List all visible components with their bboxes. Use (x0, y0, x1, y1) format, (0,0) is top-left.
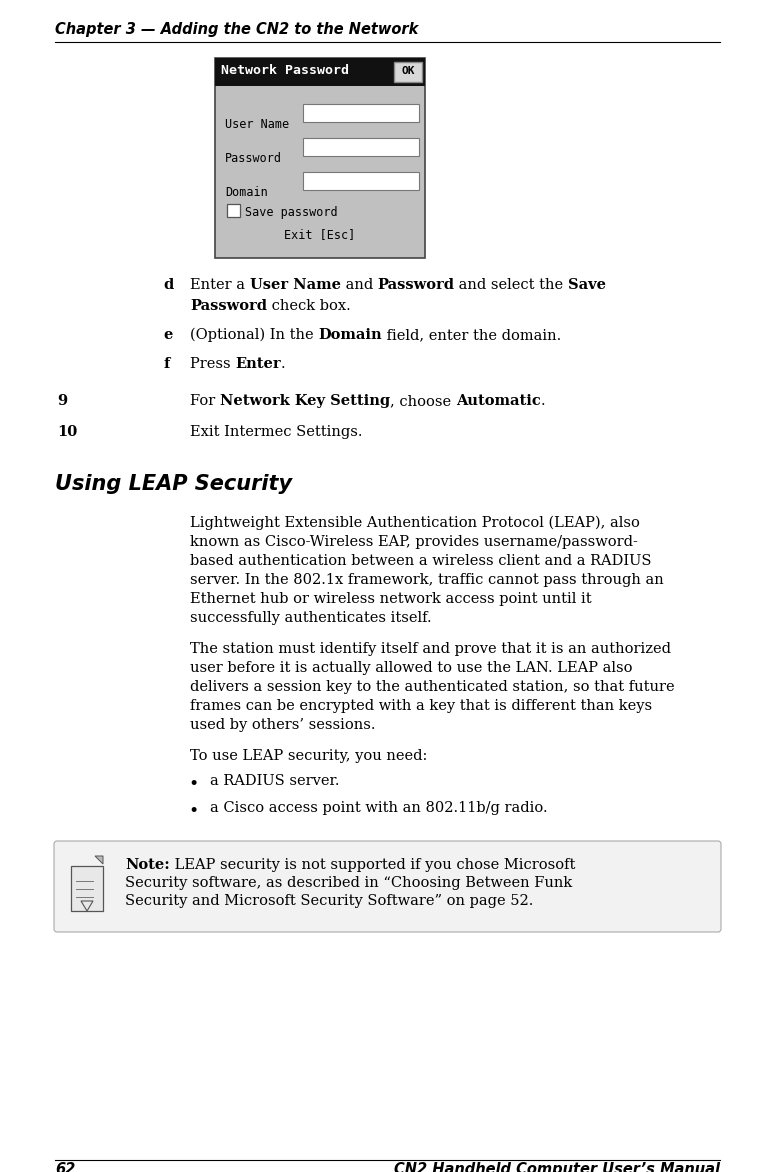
Text: Exit Intermec Settings.: Exit Intermec Settings. (190, 425, 362, 440)
Text: To use LEAP security, you need:: To use LEAP security, you need: (190, 749, 427, 763)
Text: 9: 9 (57, 394, 67, 408)
Bar (303, 172, 419, 190)
FancyBboxPatch shape (54, 841, 721, 932)
Text: .: . (281, 357, 286, 372)
Text: f: f (163, 357, 170, 372)
Text: and: and (341, 278, 378, 292)
Text: frames can be encrypted with a key that is different than keys: frames can be encrypted with a key that … (190, 699, 652, 713)
Text: .: . (540, 394, 545, 408)
Text: a RADIUS server.: a RADIUS server. (210, 774, 340, 788)
Text: Save: Save (568, 278, 606, 292)
Text: Network Password: Network Password (221, 64, 349, 77)
Text: Network Key Setting: Network Key Setting (220, 394, 390, 408)
Text: Enter: Enter (235, 357, 281, 372)
Bar (215, 57, 425, 86)
Text: Password: Password (190, 299, 267, 313)
Text: •: • (188, 803, 198, 820)
Text: Using LEAP Security: Using LEAP Security (55, 473, 292, 495)
Text: 10: 10 (57, 425, 77, 440)
Text: Security and Microsoft Security Software” on page 52.: Security and Microsoft Security Software… (125, 894, 533, 908)
Text: server. In the 802.1x framework, traffic cannot pass through an: server. In the 802.1x framework, traffic… (190, 573, 664, 587)
Text: Exit [Esc]: Exit [Esc] (284, 229, 355, 241)
Text: user before it is actually allowed to use the LAN. LEAP also: user before it is actually allowed to us… (190, 661, 632, 675)
Text: Password: Password (225, 152, 282, 165)
Text: Note:: Note: (125, 858, 170, 872)
Text: Ethernet hub or wireless network access point until it: Ethernet hub or wireless network access … (190, 592, 591, 606)
Text: For: For (190, 394, 220, 408)
Text: Security software, as described in “Choosing Between Funk: Security software, as described in “Choo… (125, 875, 572, 890)
Text: and select the: and select the (454, 278, 568, 292)
Text: CN2 Handheld Computer User’s Manual: CN2 Handheld Computer User’s Manual (394, 1161, 720, 1172)
Text: Enter a: Enter a (190, 278, 250, 292)
Text: based authentication between a wireless client and a RADIUS: based authentication between a wireless … (190, 554, 652, 568)
Text: d: d (163, 278, 173, 292)
Text: successfully authenticates itself.: successfully authenticates itself. (190, 611, 432, 625)
Text: Save password: Save password (245, 206, 337, 219)
Text: check box.: check box. (267, 299, 351, 313)
Text: Domain: Domain (225, 186, 268, 199)
Text: User Name: User Name (250, 278, 341, 292)
Text: , choose: , choose (390, 394, 456, 408)
Bar (303, 138, 419, 156)
Text: •: • (188, 776, 198, 793)
Text: Automatic: Automatic (456, 394, 540, 408)
Text: Chapter 3 — Adding the CN2 to the Network: Chapter 3 — Adding the CN2 to the Networ… (55, 22, 419, 38)
Text: LEAP security is not supported if you chose Microsoft: LEAP security is not supported if you ch… (170, 858, 575, 872)
Text: 62: 62 (55, 1161, 75, 1172)
Bar (394, 62, 422, 82)
Text: The station must identify itself and prove that it is an authorized: The station must identify itself and pro… (190, 642, 671, 656)
Text: delivers a session key to the authenticated station, so that future: delivers a session key to the authentica… (190, 680, 675, 694)
Text: Domain: Domain (318, 328, 382, 342)
Polygon shape (81, 901, 93, 911)
Text: Password: Password (378, 278, 454, 292)
Text: User Name: User Name (225, 118, 289, 131)
Text: known as Cisco-Wireless EAP, provides username/password-: known as Cisco-Wireless EAP, provides us… (190, 534, 638, 548)
Text: field, enter the domain.: field, enter the domain. (382, 328, 561, 342)
Text: OK: OK (401, 66, 415, 76)
Text: a Cisco access point with an 802.11b/g radio.: a Cisco access point with an 802.11b/g r… (210, 800, 548, 815)
Bar (215, 57, 425, 258)
Bar (227, 204, 240, 217)
Text: used by others’ sessions.: used by others’ sessions. (190, 718, 375, 732)
Text: Press: Press (190, 357, 235, 372)
Bar (303, 104, 419, 122)
Text: (Optional) In the: (Optional) In the (190, 328, 318, 342)
Polygon shape (95, 856, 103, 864)
Text: Lightweight Extensible Authentication Protocol (LEAP), also: Lightweight Extensible Authentication Pr… (190, 516, 640, 531)
Bar (71, 866, 103, 911)
Text: e: e (163, 328, 173, 342)
